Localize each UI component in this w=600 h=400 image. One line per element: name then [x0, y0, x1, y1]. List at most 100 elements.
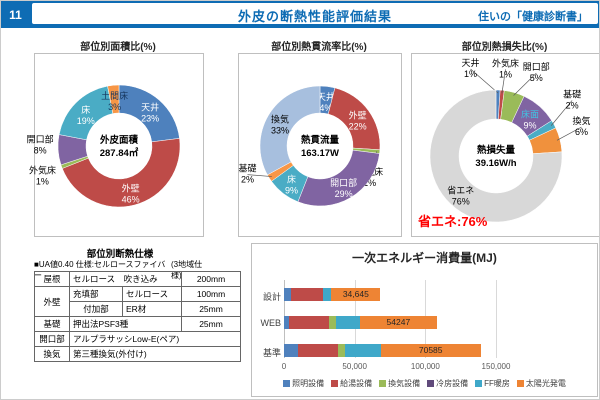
bar-category-WEB: WEB — [260, 318, 281, 328]
bar-segment-照明設備 — [284, 316, 289, 329]
bar-value-label: 54247 — [386, 317, 411, 327]
spec-table-cell: セルロース 吹き込み — [69, 271, 182, 287]
legend-label: 換気設備 — [388, 379, 421, 388]
spec-table-cell: 25mm — [181, 316, 241, 332]
bar-category-基準: 基準 — [262, 348, 281, 358]
bar-segment-太陽光発電 — [360, 316, 437, 329]
spec-table-cell: 付加部 — [69, 301, 123, 317]
x-tick-label: 0 — [281, 362, 287, 371]
area-donut-panel: 天井 23% 外壁 46% 外気床 1% 開口部 8% 床 19% 土間床 3% 外皮面積 287.84㎡ — [27, 53, 204, 237]
energy-bar-panel: 一次エネルギー消費量(MJ) 0 50,000 100,000 150,000 34,6… — [251, 243, 598, 397]
legend-swatch — [379, 380, 387, 387]
gridline — [496, 280, 497, 358]
legend-label: FF暖房 — [484, 379, 510, 388]
legend-swatch — [475, 380, 483, 387]
pie-label-省エネ: 省エネ 76% — [447, 185, 474, 207]
legend-swatch — [427, 380, 435, 387]
bar-category-設計: 設計 — [262, 292, 281, 302]
pie-label-床: 床 9% — [285, 174, 298, 196]
spec-table-row: 開口部 アルプラサッシLow-E(ペア) — [34, 331, 241, 347]
heat-loss-donut-panel: 天井 1% 外気床 1% 開口部 5% 床面 9% 基礎 2% 換気 6% 省エネ 76% 熱損失量 39.1… — [411, 53, 599, 237]
bar-segment-太陽光発電 — [331, 288, 381, 301]
spec-table-cell: ER材 — [122, 301, 182, 317]
label-leader-line — [556, 126, 582, 141]
legend-label: 給湯設備 — [340, 379, 373, 388]
header-right-label: 住いの「健康診断書」 — [478, 11, 588, 23]
pie-label-天井: 天井 23% — [141, 102, 159, 124]
u-value-chart-title: 部位別熱貫流率比(%) — [271, 42, 367, 53]
pie-slice-外壁 — [61, 138, 181, 208]
pie-label-天井: 天井 1% — [462, 57, 480, 79]
spec-table-cell: 外壁 — [34, 286, 70, 317]
pie-label-外壁: 外壁 46% — [122, 183, 140, 205]
slide-number: 11 — [9, 7, 22, 22]
spec-table-cell: 200mm — [181, 271, 241, 287]
bar-row-基準: 70585 — [284, 344, 496, 357]
pie-label-床面: 床面 9% — [521, 108, 539, 130]
bar-segment-太陽光発電 — [380, 344, 481, 357]
donut-center-label: 熱損失量 — [477, 144, 516, 156]
pie-label-外壁: 外壁 22% — [349, 110, 367, 132]
bar-legend: 照明設備 給湯設備 換気設備 冷房設備 FF暖房 太陽光発電 — [252, 378, 597, 389]
bar-value-label: 70585 — [418, 345, 443, 355]
pie-label-基礎: 基礎 2% — [239, 163, 257, 185]
pie-slice-換気 — [259, 85, 321, 176]
label-leader-line — [501, 69, 506, 94]
legend-item-FF暖房: FF暖房 — [475, 378, 510, 389]
legend-item-換気設備: 換気設備 — [379, 378, 420, 389]
legend-item-給湯設備: 給湯設備 — [331, 378, 372, 389]
donut-center-value: 287.84㎡ — [100, 147, 139, 159]
bar-row-設計: 34,645 — [284, 288, 496, 301]
spec-table-row: 基礎 押出法PSF3種 25mm — [34, 316, 241, 332]
label-leader-line — [513, 72, 537, 96]
spec-table-row: 換気 第三種換気(外付け) — [34, 346, 241, 362]
energy-bar-plot: 0 50,000 100,000 150,000 34,645 54247 70585 — [282, 280, 510, 371]
label-leader-line — [470, 68, 499, 94]
donut-svg: 天井 1% 外気床 1%開口部 5% 床面 9% 基礎 2% 換気 6% 省エネ 76% 熱損失量 39.1… — [429, 57, 590, 223]
pie-label-床: 床 19% — [77, 104, 95, 126]
u-value-donut-panel: 天井4%外壁22%外気床1%開口部29%床9%基礎2%換気33%熱貫流量163.… — [238, 53, 402, 237]
bar-row-WEB: 54247 — [284, 316, 496, 329]
spec-table: 屋根 セルロース 吹き込み 200mm 外壁 充填部 セルロース 100mm 付加部 ER材 25… — [34, 271, 241, 362]
pie-label-開口部: 開口部 8% — [27, 134, 54, 156]
pie-slice-省エネ — [429, 89, 563, 223]
donut-center-value: 39.16W/h — [475, 158, 516, 169]
x-tick-label: 100,000 — [410, 362, 440, 371]
bar-segment-給湯設備 — [291, 288, 323, 301]
spec-table-cell: 押出法PSF3種 — [69, 316, 182, 332]
pie-label-天井: 天井 4% — [317, 91, 335, 113]
spec-table-cell: 25mm — [181, 301, 241, 317]
bar-segment-照明設備 — [284, 288, 292, 301]
donut-center-label: 熱貫流量 — [301, 134, 340, 146]
spec-table-row: 外壁 充填部 セルロース 100mm — [34, 286, 241, 317]
u-value-donut-chart: 天井4%外壁22%外気床1%開口部29%床9%基礎2%換気33%熱貫流量163.… — [239, 54, 401, 234]
header-title-box: 外皮の断熱性能評価結果 住いの「健康診断書」 — [32, 3, 598, 24]
bar-segment-照明設備 — [284, 344, 299, 357]
x-tick-label: 50,000 — [342, 362, 367, 371]
spec-table-cell: 100mm — [181, 286, 241, 302]
x-tick-label: 150,000 — [481, 362, 511, 371]
heat-loss-donut-chart: 天井 1% 外気床 1% 開口部 5% 床面 9% 基礎 2% 換気 6% 省エネ 76% 熱損失量 39.1… — [412, 54, 599, 234]
legend-label: 冷房設備 — [436, 379, 469, 388]
pie-label-換気: 換気 6% — [572, 115, 590, 137]
label-leader-line — [550, 100, 573, 126]
spec-table-cell: 開口部 — [34, 331, 70, 347]
bar-segment-FF暖房 — [336, 316, 361, 329]
bar-segment-給湯設備 — [298, 344, 338, 357]
heat-loss-chart-title: 部位別熱損失比(%) — [461, 42, 548, 53]
bar-segment-FF暖房 — [345, 344, 381, 357]
legend-item-冷房設備: 冷房設備 — [427, 378, 468, 389]
area-chart-title: 部位別面積比(%) — [80, 42, 156, 53]
label-leader-line — [247, 174, 272, 177]
donut-center-value: 163.17W — [301, 148, 339, 159]
spec-table-cell: 充填部 — [69, 286, 123, 302]
spec-table-row: 屋根 セルロース 吹き込み 200mm — [34, 271, 241, 287]
spec-table-cell: 屋根 — [34, 271, 70, 287]
bar-segment-換気設備 — [329, 316, 336, 329]
spec-table-cell: 第三種換気(外付け) — [69, 346, 241, 362]
spec-table-cell: 換気 — [34, 346, 70, 362]
